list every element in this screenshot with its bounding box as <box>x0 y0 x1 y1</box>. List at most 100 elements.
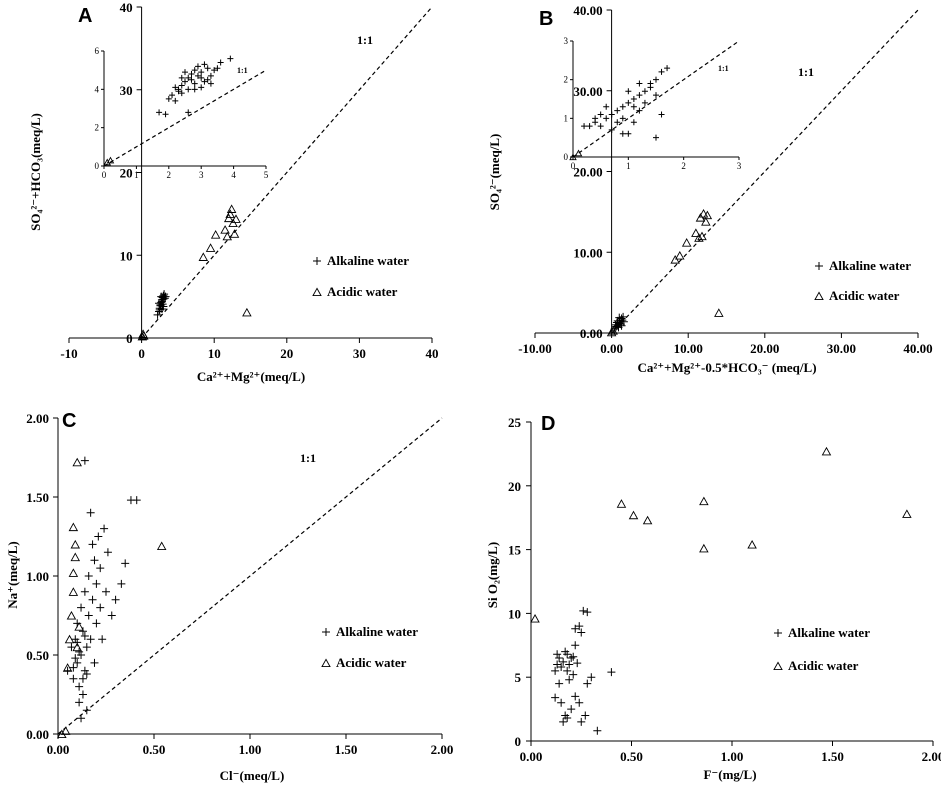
data-point-alkaline <box>559 657 568 666</box>
data-point-acidic <box>606 327 617 337</box>
data-point-acidic <box>72 642 82 652</box>
inset-one-to-one-label: 1:1 <box>237 66 248 75</box>
data-point-alkaline <box>77 714 86 723</box>
legend-entry: Alkaline water <box>788 625 870 640</box>
y-tick-label: 0.50 <box>26 648 49 663</box>
y-axis-label: Na⁺(meq/L) <box>5 541 20 609</box>
x-tick-label: 1 <box>134 170 139 180</box>
data-point-alkaline <box>559 717 568 726</box>
data-point-acidic <box>64 634 75 644</box>
data-point-alkaline <box>592 115 599 122</box>
panel-b: B -10.00 0.00 10.00 20.00 30.00 40.00 0.00 10.00… <box>487 3 933 375</box>
data-point-alkaline <box>96 603 105 612</box>
data-point-acidic <box>68 522 79 532</box>
data-point-acidic <box>228 218 238 228</box>
data-point-acidic <box>694 233 704 242</box>
x-axis-label: Ca²⁺+Mg²⁺(meq/L) <box>197 369 305 384</box>
data-point-alkaline <box>86 635 95 644</box>
data-point-alkaline <box>217 59 224 66</box>
data-point-acidic <box>231 214 241 223</box>
data-point-alkaline <box>178 74 185 81</box>
data-point-acidic <box>220 225 230 234</box>
data-point-alkaline <box>619 115 626 122</box>
data-point-acidic <box>222 231 233 241</box>
data-point-alkaline <box>132 496 141 505</box>
data-point-acidic <box>530 613 540 623</box>
data-point-alkaline <box>82 669 91 678</box>
legend-marker-plus <box>815 262 823 270</box>
inset-plot: 0 1 2 3 0 1 2 3 1:1 <box>564 36 742 171</box>
panel-a: A-10 0 10 20 30 400102030401:1Ca²⁺+Mg²⁺(meq/L… <box>28 0 439 384</box>
data-point-alkaline <box>182 69 188 76</box>
data-point-alkaline <box>619 317 628 326</box>
x-tick-label: 4 <box>231 170 236 180</box>
y-tick-label: 6 <box>95 46 100 56</box>
data-point-alkaline <box>211 67 218 74</box>
data-point-acidic <box>66 610 77 620</box>
data-point-alkaline <box>75 647 84 656</box>
data-point-alkaline <box>619 130 626 137</box>
one-to-one-label: 1:1 <box>357 33 373 47</box>
data-point-alkaline <box>614 119 621 126</box>
y-tick-label: 10.00 <box>573 245 602 260</box>
legend-entry: Acidic water <box>788 658 859 673</box>
data-point-acidic <box>72 457 82 467</box>
series-alkaline-water <box>156 55 234 118</box>
one-to-one-label: 1:1 <box>300 451 316 465</box>
series-alkaline-water <box>581 65 671 141</box>
data-point-alkaline <box>161 292 170 301</box>
data-point-alkaline <box>614 107 621 114</box>
y-tick-label: 4 <box>95 84 100 94</box>
y-tick-label: 5 <box>515 670 522 685</box>
data-point-acidic <box>699 496 709 506</box>
data-point-alkaline <box>84 572 93 580</box>
data-point-alkaline <box>653 134 659 141</box>
x-tick-label: 10.00 <box>674 341 703 356</box>
data-point-alkaline <box>107 611 116 620</box>
data-point-alkaline <box>636 80 643 87</box>
data-point-alkaline <box>88 595 97 604</box>
data-point-alkaline <box>617 321 626 330</box>
data-point-alkaline <box>587 673 596 682</box>
data-point-alkaline <box>69 663 78 672</box>
y-tick-label: 20 <box>508 479 521 494</box>
data-point-alkaline <box>571 624 580 633</box>
data-point-alkaline <box>82 643 91 652</box>
x-tick-label: 0.00 <box>520 749 543 764</box>
data-point-alkaline <box>567 654 576 663</box>
x-tick-label: 1.00 <box>721 749 744 764</box>
data-point-alkaline <box>191 86 198 93</box>
x-tick-label: 30 <box>353 346 366 361</box>
data-point-alkaline <box>94 532 103 541</box>
x-tick-label: 0.50 <box>620 749 643 764</box>
data-point-acidic <box>68 568 79 577</box>
one-to-one-label: 1:1 <box>798 65 814 79</box>
inset-one-to-one-label: 1:1 <box>718 64 729 73</box>
x-tick-label: 0 <box>138 346 145 361</box>
legend-marker-triangle <box>814 291 824 301</box>
panel-letter: D <box>541 413 555 435</box>
data-point-alkaline <box>98 635 107 644</box>
x-tick-label: 3 <box>737 161 742 171</box>
data-point-alkaline <box>73 638 82 647</box>
x-axis-label: Cl⁻(meq/L) <box>220 768 285 783</box>
y-tick-label: 0 <box>515 734 522 749</box>
data-point-alkaline <box>172 97 179 104</box>
x-tick-label: 1.50 <box>821 749 844 764</box>
data-point-alkaline <box>630 96 637 102</box>
data-point-alkaline <box>204 65 211 72</box>
data-point-alkaline <box>155 299 164 308</box>
y-tick-label: 40 <box>120 0 133 15</box>
data-point-alkaline <box>194 72 201 79</box>
data-point-acidic <box>103 158 112 166</box>
data-point-alkaline <box>162 111 169 118</box>
data-point-alkaline <box>658 68 665 75</box>
data-point-alkaline <box>581 123 588 130</box>
data-point-alkaline <box>625 99 632 106</box>
one-to-one-line <box>141 6 433 339</box>
y-tick-label: 3 <box>564 36 569 46</box>
legend: Alkaline water Acidic water <box>773 625 870 673</box>
x-tick-label: 2.00 <box>431 742 454 757</box>
